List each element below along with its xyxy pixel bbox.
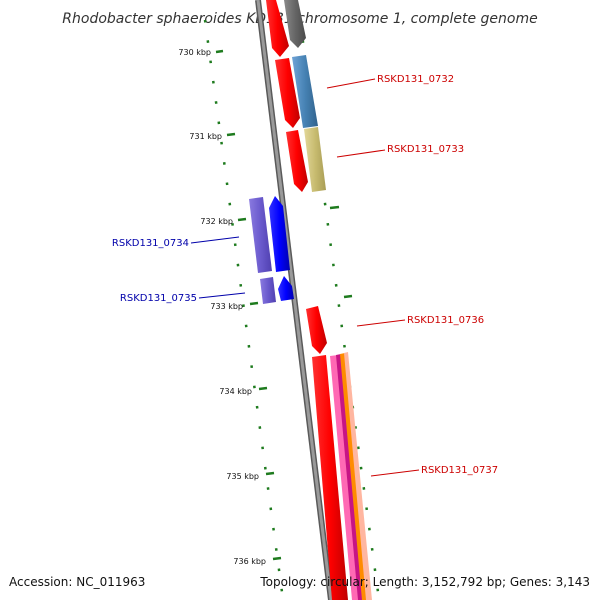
tick-label-736: 736 kbp xyxy=(233,557,266,566)
gene-label-0734[interactable]: RSKD131_0734 xyxy=(112,238,189,249)
leader-0736 xyxy=(356,319,406,327)
tick-733 xyxy=(249,301,259,306)
tick-right-732 xyxy=(329,205,340,210)
feature-0734-purple xyxy=(249,197,272,273)
gene-label-0736[interactable]: RSKD131_0736 xyxy=(407,315,484,326)
leader-0733 xyxy=(336,149,386,158)
tick-732 xyxy=(237,217,247,222)
leader-0734 xyxy=(190,236,240,244)
genome-backbone xyxy=(255,0,334,600)
gene-0733-arrow xyxy=(286,130,308,192)
tick-label-730: 730 kbp xyxy=(178,48,211,57)
minor-tick-line-right xyxy=(298,19,380,593)
accession-label: Accession: NC_011963 xyxy=(9,575,145,589)
gene-red-top xyxy=(266,0,289,57)
feature-0737-salmon xyxy=(344,352,372,600)
gene-label-0733[interactable]: RSKD131_0733 xyxy=(387,144,464,155)
feature-0733-khaki xyxy=(304,127,326,192)
gene-label-0735[interactable]: RSKD131_0735 xyxy=(120,293,197,304)
leader-0737 xyxy=(370,469,420,477)
gene-0732-arrow xyxy=(275,58,300,128)
tick-730 xyxy=(215,49,224,54)
tick-734 xyxy=(258,386,268,391)
tick-735 xyxy=(265,471,275,476)
tick-731 xyxy=(226,132,236,137)
tick-label-733: 733 kbp xyxy=(210,302,243,311)
tick-label-731: 731 kbp xyxy=(189,132,222,141)
leader-0732 xyxy=(326,78,376,89)
gene-labels: RSKD131_0732 RSKD131_0733 RSKD131_0734 R… xyxy=(112,74,498,477)
feature-0732-steel xyxy=(292,55,318,128)
gene-label-0737[interactable]: RSKD131_0737 xyxy=(421,465,498,476)
major-ticks: 730 kbp 731 kbp 732 kbp 733 kbp 734 kbp … xyxy=(178,48,353,566)
minor-tick-line-left xyxy=(203,19,284,593)
leader-0735 xyxy=(198,292,246,299)
feature-gray-top xyxy=(284,0,306,48)
gene-label-0732[interactable]: RSKD131_0732 xyxy=(377,74,454,85)
genome-summary: Topology: circular; Length: 3,152,792 bp… xyxy=(259,575,590,589)
tick-736 xyxy=(272,556,282,561)
tick-label-734: 734 kbp xyxy=(219,387,252,396)
tick-label-732: 732 kbp xyxy=(200,217,233,226)
tick-right-733 xyxy=(343,294,353,299)
gene-0737-body xyxy=(312,355,348,600)
tick-track xyxy=(203,19,380,593)
reverse-features xyxy=(249,196,294,304)
forward-features xyxy=(266,0,372,600)
feature-0735-purple xyxy=(260,277,276,304)
gene-0734-arrow xyxy=(269,196,290,272)
tick-label-735: 735 kbp xyxy=(226,472,259,481)
gene-0736-arrow xyxy=(306,306,327,354)
gene-0735-arrow xyxy=(278,276,294,301)
backbone-line xyxy=(256,0,333,600)
